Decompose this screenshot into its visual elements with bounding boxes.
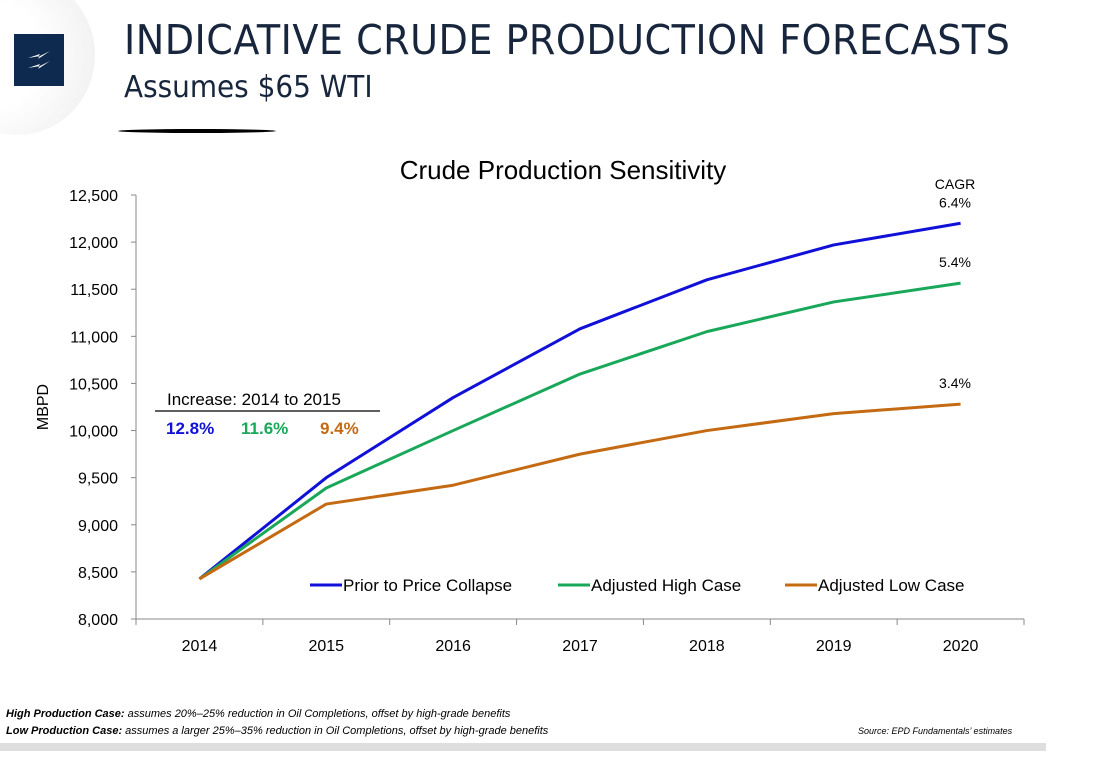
note-low-case: Low Production Case: assumes a larger 25… [6,725,548,737]
y-tick-label: 11,000 [70,329,118,346]
x-tick-label: 2018 [689,638,725,655]
axes: 8,000 8,500 9,000 9,500 10,000 10,500 11,000 11… [69,188,1025,655]
legend-label: Adjusted High Case [591,576,741,595]
y-tick-label: 9,000 [78,518,118,535]
legend: Prior to Price Collapse Adjusted High Cas… [310,576,964,595]
legend-label: Prior to Price Collapse [343,576,512,595]
footer-bar [0,743,1046,751]
y-tick-label: 9,500 [78,471,118,488]
cagr-values: 6.4% 5.4% 3.4% [939,194,971,391]
y-tick-label: 12,500 [69,188,118,205]
series-line-prior-to-price-collapse [198,221,961,581]
y-tick-label: 8,000 [78,612,118,629]
note-low-text: assumes a larger 25%–35% reduction in Oi… [122,725,549,737]
x-tick-label: 2016 [435,638,471,655]
cagr-value: 5.4% [939,254,971,270]
title-divider [118,129,276,133]
x-tick-label: 2019 [816,638,852,655]
note-high-text: assumes 20%–25% reduction in Oil Complet… [124,708,511,720]
series-line-adjusted-high-case [198,281,961,581]
y-tick-label: 11,500 [70,282,118,299]
increase-value: 9.4% [320,419,359,438]
x-tick-label: 2014 [182,638,218,655]
increase-value: 11.6% [241,419,288,438]
increase-label: Increase: 2014 to 2015 [167,390,341,409]
cagr-label: CAGR [935,176,975,192]
x-tick-label: 2017 [562,638,598,655]
cagr-value: 6.4% [939,194,971,210]
increase-value: 12.8% [166,419,214,438]
note-high-case: High Production Case: assumes 20%–25% re… [6,708,510,720]
note-high-label: High Production Case: [6,708,125,720]
chart-title: Crude Production Sensitivity [400,155,727,185]
increase-values: 12.8% 11.6% 9.4% [166,419,359,438]
note-low-label: Low Production Case: [6,725,123,737]
cagr-value: 3.4% [939,375,971,391]
source-note: Source: EPD Fundamentals’ estimates [858,726,1013,736]
series-line-adjusted-low-case [198,402,961,581]
y-tick-label: 10,000 [69,424,118,441]
y-tick-label: 8,500 [78,565,118,582]
page-title: INDICATIVE CRUDE PRODUCTION FORECASTS [124,16,1011,64]
y-tick-label: 10,500 [69,376,118,393]
y-tick-label: 12,000 [69,235,118,252]
series-lines [198,221,961,581]
x-tick-label: 2015 [308,638,344,655]
y-axis-label: MBPD [35,384,52,430]
x-tick-label: 2020 [943,638,979,655]
legend-label: Adjusted Low Case [818,576,964,595]
page-subtitle: Assumes $65 WTI [124,70,373,105]
company-logo [14,34,64,86]
